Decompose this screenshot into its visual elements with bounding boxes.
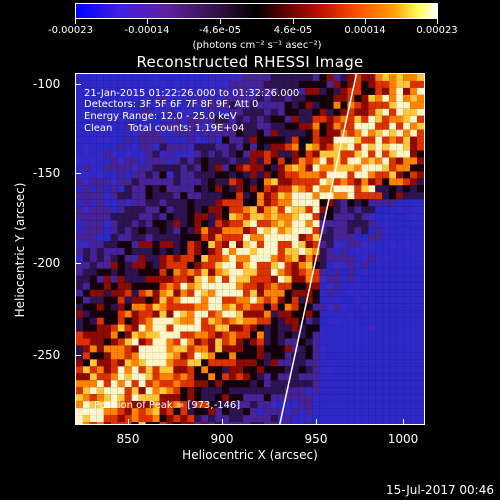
x-tick-label: 1000 [387, 432, 419, 446]
x-tick-label: 850 [116, 432, 140, 446]
x-tick-label: 950 [304, 432, 328, 446]
colorbar-tick-label: 0.00014 [344, 25, 386, 36]
peak-position: Position of Peak = [973,-146] [94, 400, 241, 411]
info-clean-counts: Clean Total counts: 1.19E+04 [84, 123, 245, 134]
rhessi-image: 21-Jan-2015 01:22:26.000 to 01:32:26.000… [75, 73, 425, 425]
y-tick-label: -100 [33, 77, 61, 91]
plot-title: Reconstructed RHESSI Image [136, 53, 364, 71]
y-tick-label: -250 [33, 348, 61, 362]
y-axis-label: Heliocentric Y (arcsec) [13, 182, 27, 318]
colorbar-tick-label: -0.00014 [124, 25, 170, 36]
colorbar-tick-label: 4.6e-05 [273, 25, 313, 36]
x-tick-label: 900 [210, 432, 234, 446]
colorbar-tick-label: 0.00023 [416, 25, 458, 36]
info-time-range: 21-Jan-2015 01:22:26.000 to 01:32:26.000 [84, 88, 300, 99]
x-axis-label: Heliocentric X (arcsec) [182, 448, 318, 462]
colorbar-tick-label: -0.00023 [48, 25, 93, 36]
colorbar-tick-label: -4.6e-05 [199, 25, 241, 36]
y-tick-label: -200 [33, 256, 61, 270]
info-detectors: Detectors: 3F 5F 6F 7F 8F 9F, Att 0 [84, 99, 259, 110]
info-energy-range: Energy Range: 12.0 - 25.0 keV [84, 111, 237, 122]
solar-image-map [76, 74, 424, 424]
y-tick-label: -150 [33, 166, 61, 180]
colorbar [75, 3, 438, 19]
footer-date: 15-Jul-2017 00:46 [385, 483, 494, 497]
colorbar-unit: (photons cm⁻² s⁻¹ asec⁻²) [192, 40, 322, 51]
